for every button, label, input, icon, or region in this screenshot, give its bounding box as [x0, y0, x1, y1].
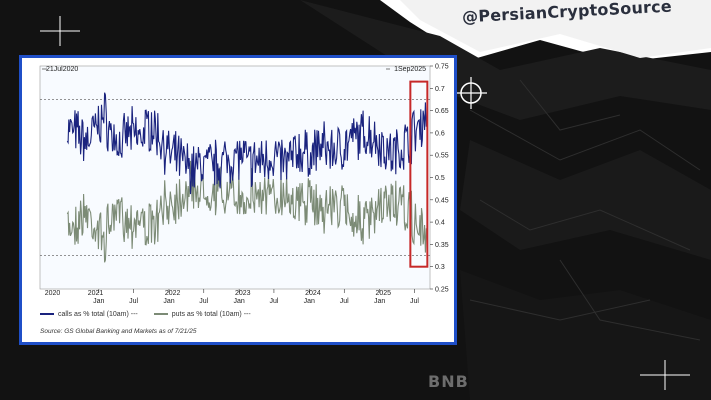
- legend-calls-suffix: ---: [130, 310, 138, 318]
- bnb-watermark: BNB: [428, 372, 469, 391]
- start-date-label: 21Jul2020: [46, 66, 78, 73]
- chart-legend: calls as % total (10am) --- puts as % to…: [40, 310, 265, 318]
- month-tick-label: Jan: [374, 298, 385, 305]
- month-tick-label: Jan: [304, 298, 315, 305]
- series-line-calls: [66, 92, 427, 195]
- y-tick-label: 0.45: [435, 197, 449, 204]
- crosshair-icon: [40, 16, 80, 46]
- legend-puts-label: puts as % total (10am): [171, 310, 242, 318]
- legend-calls: calls as % total (10am) ---: [40, 311, 138, 318]
- highlight-box: [409, 80, 429, 268]
- crosshair-icon: [640, 360, 690, 390]
- month-tick-label: Jul: [199, 298, 208, 305]
- y-tick-label: 0.55: [435, 153, 449, 160]
- target-icon: [455, 77, 487, 109]
- legend-swatch-calls: [40, 313, 54, 315]
- year-label: 2020: [45, 290, 61, 297]
- y-tick-label: 0.7: [435, 86, 445, 93]
- month-tick-label: Jul: [129, 298, 138, 305]
- legend-puts: puts as % total (10am) ---: [153, 310, 251, 318]
- month-tick-label: Jul: [269, 298, 278, 305]
- month-tick-label: Jan: [163, 298, 174, 305]
- y-tick-label: 0.3: [435, 264, 445, 271]
- legend-calls-label: calls as % total (10am): [58, 310, 129, 318]
- plot-area: [39, 65, 431, 290]
- y-tick-label: 0.75: [435, 64, 449, 71]
- y-tick-label: 0.4: [435, 220, 445, 227]
- month-tick-label: Jan: [93, 298, 104, 305]
- chart-card: 0.25 0.3 0.35 0.4 0.45 0.5 0.55 0.6 0.65 0.7 0.75 2…: [19, 55, 457, 345]
- year-label: 2025: [376, 290, 392, 297]
- month-tick-label: Jul: [340, 298, 349, 305]
- month-tick-label: Jan: [233, 298, 244, 305]
- y-tick-label: 0.6: [435, 130, 445, 137]
- y-tick-label: 0.25: [435, 287, 449, 294]
- options-share-chart: 0.25 0.3 0.35 0.4 0.45 0.5 0.55 0.6 0.65 0.7 0.75 2…: [39, 64, 449, 305]
- end-date-label: 1Sep2025: [394, 66, 426, 73]
- y-tick-label: 0.5: [435, 175, 445, 182]
- year-label: 2024: [305, 290, 321, 297]
- legend-puts-suffix: ---: [243, 310, 251, 318]
- year-label: 2022: [165, 290, 181, 297]
- month-tick-label: Jul: [410, 298, 419, 305]
- source-note: Source: GS Global Banking and Markets as…: [40, 328, 197, 335]
- year-label: 2023: [235, 290, 251, 297]
- legend-swatch-puts: [153, 313, 168, 315]
- series-line-puts: [66, 160, 427, 263]
- y-tick-label: 0.65: [435, 108, 449, 115]
- y-tick-label: 0.35: [435, 242, 449, 249]
- year-label: 2021: [88, 290, 104, 297]
